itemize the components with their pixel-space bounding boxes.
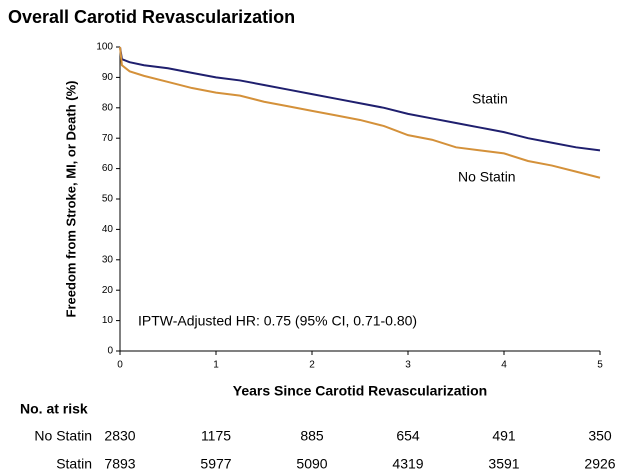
- survival-curve: [119, 46, 601, 179]
- risk-count: 5090: [296, 456, 327, 471]
- y-tick-label: 100: [96, 42, 113, 53]
- x-axis-label: Years Since Carotid Revascularization: [233, 383, 487, 399]
- risk-count: 885: [300, 428, 324, 444]
- y-tick-label: 10: [102, 315, 114, 326]
- risk-count: 2830: [104, 428, 135, 444]
- y-axis-label: Freedom from Stroke, MI, or Death (%): [63, 81, 78, 318]
- y-tick-label: 90: [102, 72, 114, 83]
- risk-count: 350: [588, 428, 612, 444]
- y-tick-label: 80: [102, 102, 114, 113]
- x-tick-label: 5: [597, 360, 603, 371]
- risk-count: 3591: [488, 456, 519, 471]
- risk-row-label: No Statin: [34, 428, 92, 444]
- x-tick-label: 3: [405, 360, 411, 371]
- risk-row-label: Statin: [56, 456, 92, 471]
- risk-count: 2926: [584, 456, 615, 471]
- x-tick-label: 1: [213, 360, 219, 371]
- y-tick-label: 70: [102, 133, 114, 144]
- y-tick-label: 20: [102, 285, 114, 296]
- chart-title: Overall Carotid Revascularization: [8, 7, 295, 27]
- survival-curve: [119, 46, 601, 152]
- risk-count: 7893: [104, 456, 135, 471]
- risk-count: 1175: [201, 428, 231, 444]
- x-tick-label: 2: [309, 360, 315, 371]
- y-tick-label: 30: [102, 254, 114, 265]
- risk-table-title: No. at risk: [20, 401, 88, 417]
- x-tick-label: 4: [501, 360, 507, 371]
- y-tick-label: 40: [102, 224, 114, 235]
- y-tick-label: 50: [102, 194, 114, 205]
- y-tick-label: 0: [107, 346, 113, 357]
- annotation: IPTW-Adjusted HR: 0.75 (95% CI, 0.71-0.8…: [138, 313, 417, 329]
- risk-count: 491: [492, 428, 516, 444]
- y-tick-label: 60: [102, 163, 114, 174]
- x-tick-label: 0: [117, 360, 123, 371]
- series-label: No Statin: [458, 169, 516, 185]
- risk-count: 4319: [392, 456, 423, 471]
- risk-count: 5977: [200, 456, 231, 471]
- risk-count: 654: [396, 428, 420, 444]
- series-label: Statin: [472, 91, 508, 107]
